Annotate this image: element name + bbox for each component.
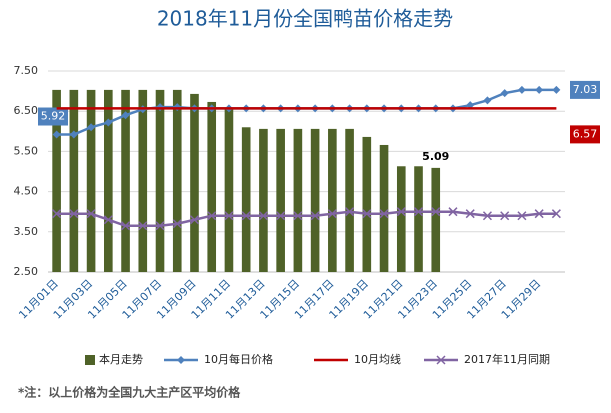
bar — [345, 128, 354, 272]
point — [327, 209, 337, 219]
point — [52, 209, 62, 219]
legend-label: 10月每日价格 — [204, 352, 273, 366]
value-label: 6.57 — [573, 127, 598, 140]
point — [310, 211, 320, 221]
point — [465, 209, 475, 219]
bar — [138, 89, 148, 272]
point — [500, 89, 509, 98]
bar — [259, 128, 268, 272]
bar — [414, 166, 423, 272]
bar — [431, 167, 441, 272]
y-tick-label: 2.50 — [14, 265, 39, 278]
bar — [276, 128, 285, 272]
point — [69, 130, 78, 139]
bar — [121, 89, 130, 272]
bar — [293, 128, 303, 272]
y-tick-label: 5.50 — [14, 144, 39, 157]
point — [396, 207, 406, 217]
note: *注：以上价格为全国九大主产区平均价格 — [18, 385, 241, 400]
bar — [362, 136, 372, 272]
point — [241, 211, 251, 221]
point — [482, 211, 492, 221]
point — [483, 96, 492, 105]
bar — [155, 89, 165, 272]
point — [207, 211, 217, 221]
point — [87, 123, 96, 132]
point — [189, 215, 200, 225]
legend-marker — [177, 356, 185, 364]
legend-swatch — [85, 355, 95, 365]
point — [276, 211, 286, 221]
bar — [379, 144, 389, 272]
point — [345, 207, 355, 217]
bar — [396, 166, 406, 272]
y-tick-label: 4.50 — [14, 185, 39, 198]
point — [448, 207, 458, 217]
bar — [190, 93, 199, 272]
point — [86, 209, 96, 219]
bar — [328, 128, 337, 272]
value-label-box — [570, 80, 600, 99]
point — [52, 130, 61, 139]
point — [535, 85, 544, 94]
point — [121, 111, 130, 120]
legend-label: 2017年11月同期 — [464, 352, 550, 366]
point — [258, 211, 268, 221]
bar — [207, 101, 217, 272]
bar — [224, 107, 234, 272]
bar — [172, 89, 182, 272]
point — [121, 221, 131, 231]
series-line — [56, 210, 557, 228]
point — [517, 85, 526, 94]
point — [293, 211, 303, 221]
point — [431, 207, 441, 217]
bar — [52, 89, 61, 272]
chart-title: 2018年11月份全国鸭苗价格走势 — [157, 7, 453, 31]
bar — [104, 89, 113, 272]
legend-marker — [436, 355, 446, 365]
value-label-box — [38, 107, 68, 126]
bar — [86, 89, 96, 272]
point — [69, 209, 79, 219]
bar — [310, 128, 320, 272]
point — [413, 207, 424, 217]
point — [552, 85, 561, 94]
legend-label: 10月均线 — [354, 352, 401, 366]
point — [172, 219, 182, 229]
point — [138, 221, 148, 231]
legend-label: 本月走势 — [99, 352, 143, 366]
value-label: 5.92 — [41, 110, 66, 123]
point — [500, 211, 510, 221]
point — [517, 211, 527, 221]
y-tick-label: 7.50 — [14, 64, 39, 77]
y-tick-label: 3.50 — [14, 225, 39, 238]
point — [534, 209, 544, 219]
point — [104, 118, 113, 127]
bar — [241, 127, 251, 272]
point — [551, 209, 561, 219]
point — [155, 221, 165, 231]
point — [379, 209, 389, 219]
y-tick-label: 6.50 — [14, 104, 39, 117]
value-label: 7.03 — [573, 83, 598, 96]
point — [103, 215, 113, 225]
point — [224, 211, 234, 221]
bar — [69, 89, 79, 272]
series-line — [56, 88, 557, 136]
value-label: 5.09 — [422, 150, 449, 163]
point — [362, 209, 372, 219]
value-label-box — [570, 125, 600, 144]
